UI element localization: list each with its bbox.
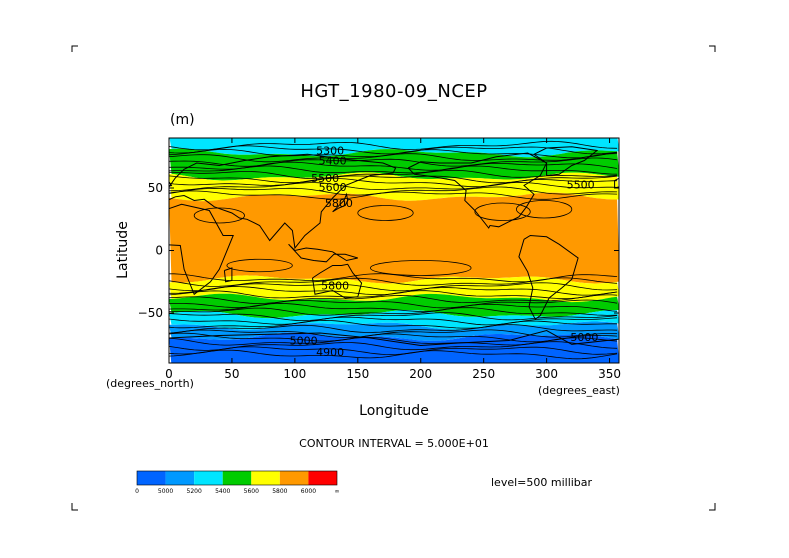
contour-label: 5400	[319, 155, 347, 168]
contour-line	[169, 190, 618, 200]
x-tick-label: 300	[535, 367, 558, 381]
level-text: level=500 millibar	[491, 476, 593, 489]
continent-greenland	[533, 146, 599, 176]
chart-title: HGT_1980-09_NCEP	[300, 81, 487, 102]
colorbar-label: ∞	[335, 488, 340, 495]
colorbar-label: 5600	[244, 488, 259, 495]
colorbar-frame	[136, 470, 338, 486]
contour-high	[516, 200, 573, 219]
contour-label: 5000	[290, 335, 318, 348]
y-tick-label: 50	[148, 181, 163, 195]
color-band-0	[169, 138, 619, 158]
contour-line	[169, 277, 618, 287]
contour-line	[169, 337, 618, 346]
colorbar-swatch	[165, 471, 195, 485]
colorbar-swatch	[251, 471, 280, 485]
colorbar-label: 5000	[158, 488, 173, 495]
contour-label: 5800	[321, 280, 349, 293]
x-tick-label: 250	[472, 367, 495, 381]
contour-line	[169, 307, 618, 316]
continent-outlines	[169, 146, 619, 347]
contour-line	[169, 181, 618, 192]
contour-line	[169, 186, 618, 196]
colorbar-swatch	[308, 471, 337, 485]
contour-label: 5500	[567, 178, 595, 191]
continent-eurasia	[169, 153, 397, 250]
x-tick-label: 100	[283, 367, 306, 381]
contour-line	[169, 302, 618, 312]
contour-line	[169, 324, 618, 334]
x-tick-label: 150	[346, 367, 369, 381]
contour-label: 4900	[316, 346, 344, 359]
colorbar-swatch	[137, 471, 166, 485]
contour-high	[226, 258, 293, 273]
colorbar-label: 5400	[215, 488, 230, 495]
y-axis-title: Latitude	[115, 221, 131, 279]
contour-line	[169, 349, 618, 360]
colorbar-swatch	[194, 471, 223, 485]
contour-high	[193, 207, 245, 224]
contour-line	[169, 157, 618, 167]
continent-madagascar	[223, 267, 233, 283]
x-tick-label: 0	[165, 367, 173, 381]
y-axis: 50 0 −50	[138, 181, 619, 320]
continent-uk-east-wrap	[614, 177, 619, 189]
colorbar-label: 5800	[272, 488, 287, 495]
contour-line	[169, 282, 618, 292]
color-band-1	[169, 148, 619, 181]
contour-label: 5000	[570, 331, 598, 344]
continent-antarctica	[169, 329, 619, 347]
continent-north-america	[407, 152, 548, 229]
contour-high	[474, 202, 531, 221]
contour-line	[169, 175, 618, 184]
contour-line	[169, 319, 618, 329]
contour-high	[369, 260, 472, 276]
contour-line	[169, 140, 618, 151]
color-band-2	[169, 172, 619, 202]
contour-line	[169, 145, 618, 155]
x-tick-label: 50	[224, 367, 239, 381]
contour-line	[169, 294, 618, 304]
contour-line	[169, 329, 618, 338]
colorbar-swatch	[279, 471, 309, 485]
contour-label: 5600	[319, 181, 347, 194]
contour-label: 5500	[311, 172, 339, 185]
colorbar-label: 5200	[187, 488, 202, 495]
continent-south-america	[518, 234, 579, 321]
continent-australia	[312, 263, 363, 299]
crop-marks	[71, 45, 716, 511]
contour-label: 5300	[316, 145, 344, 158]
x-axis-title: Longitude	[359, 403, 429, 419]
contour-line	[169, 178, 618, 187]
contour-interval-text: CONTOUR INTERVAL = 5.000E+01	[299, 437, 489, 450]
x-tick-label: 200	[409, 367, 432, 381]
continent-japan	[332, 192, 349, 213]
x-tick-label: 350	[598, 367, 621, 381]
y-units-label: (degrees_north)	[106, 377, 194, 390]
contour-line	[169, 346, 618, 356]
continent-africa	[169, 203, 234, 296]
contour-high	[357, 205, 414, 221]
colorbar-swatch	[222, 471, 252, 485]
colorbar-label: 0	[135, 488, 139, 495]
colorbar: 0 5000 5200 5400 5600 5800 6000 ∞	[135, 470, 340, 495]
contour-line	[169, 290, 618, 299]
contour-line	[169, 169, 618, 179]
contour-line	[169, 341, 618, 351]
x-axis: 0 50 100 150 200 250 300 350	[165, 138, 621, 381]
x-units-label: (degrees_east)	[538, 384, 620, 397]
continent-indonesia	[288, 243, 358, 263]
colorbar-label: 6000	[301, 488, 316, 495]
contour-line	[169, 316, 618, 326]
units-label: (m)	[170, 112, 195, 128]
y-tick-label: −50	[138, 306, 163, 320]
contour-line	[169, 312, 618, 321]
y-tick-label: 0	[155, 244, 163, 258]
contour-label: 5800	[325, 197, 353, 210]
